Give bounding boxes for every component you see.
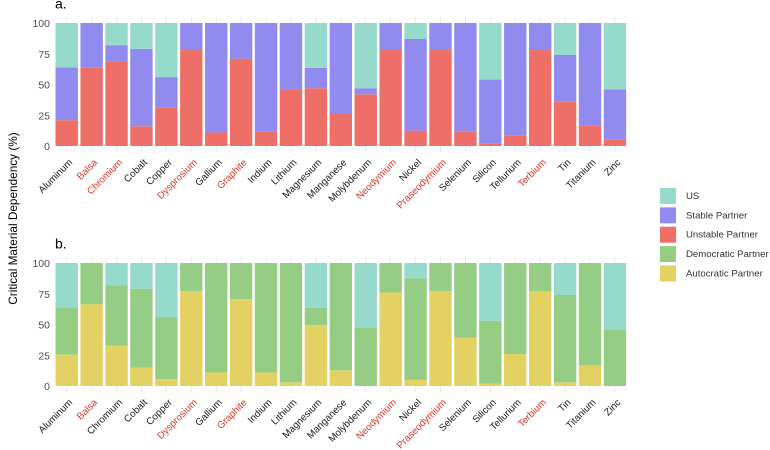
svg-text:Democratic Partner: Democratic Partner [686,249,769,260]
svg-text:Critical Material Dependency (: Critical Material Dependency (%) [6,132,20,304]
svg-text:Unstable Partner: Unstable Partner [686,230,759,241]
svg-text:75: 75 [38,49,50,61]
svg-text:Stable Partner: Stable Partner [686,210,748,221]
svg-text:25: 25 [38,350,50,362]
svg-text:50: 50 [38,320,50,332]
svg-text:Autocratic Partner: Autocratic Partner [686,268,764,279]
svg-text:100: 100 [32,258,50,270]
svg-text:0: 0 [44,141,50,153]
svg-text:b.: b. [55,236,67,252]
svg-text:50: 50 [38,80,50,92]
svg-text:0: 0 [44,381,50,393]
svg-text:25: 25 [38,110,50,122]
svg-text:100: 100 [32,18,50,30]
svg-text:a.: a. [55,0,67,12]
svg-text:US: US [686,191,699,202]
svg-text:75: 75 [38,289,50,301]
